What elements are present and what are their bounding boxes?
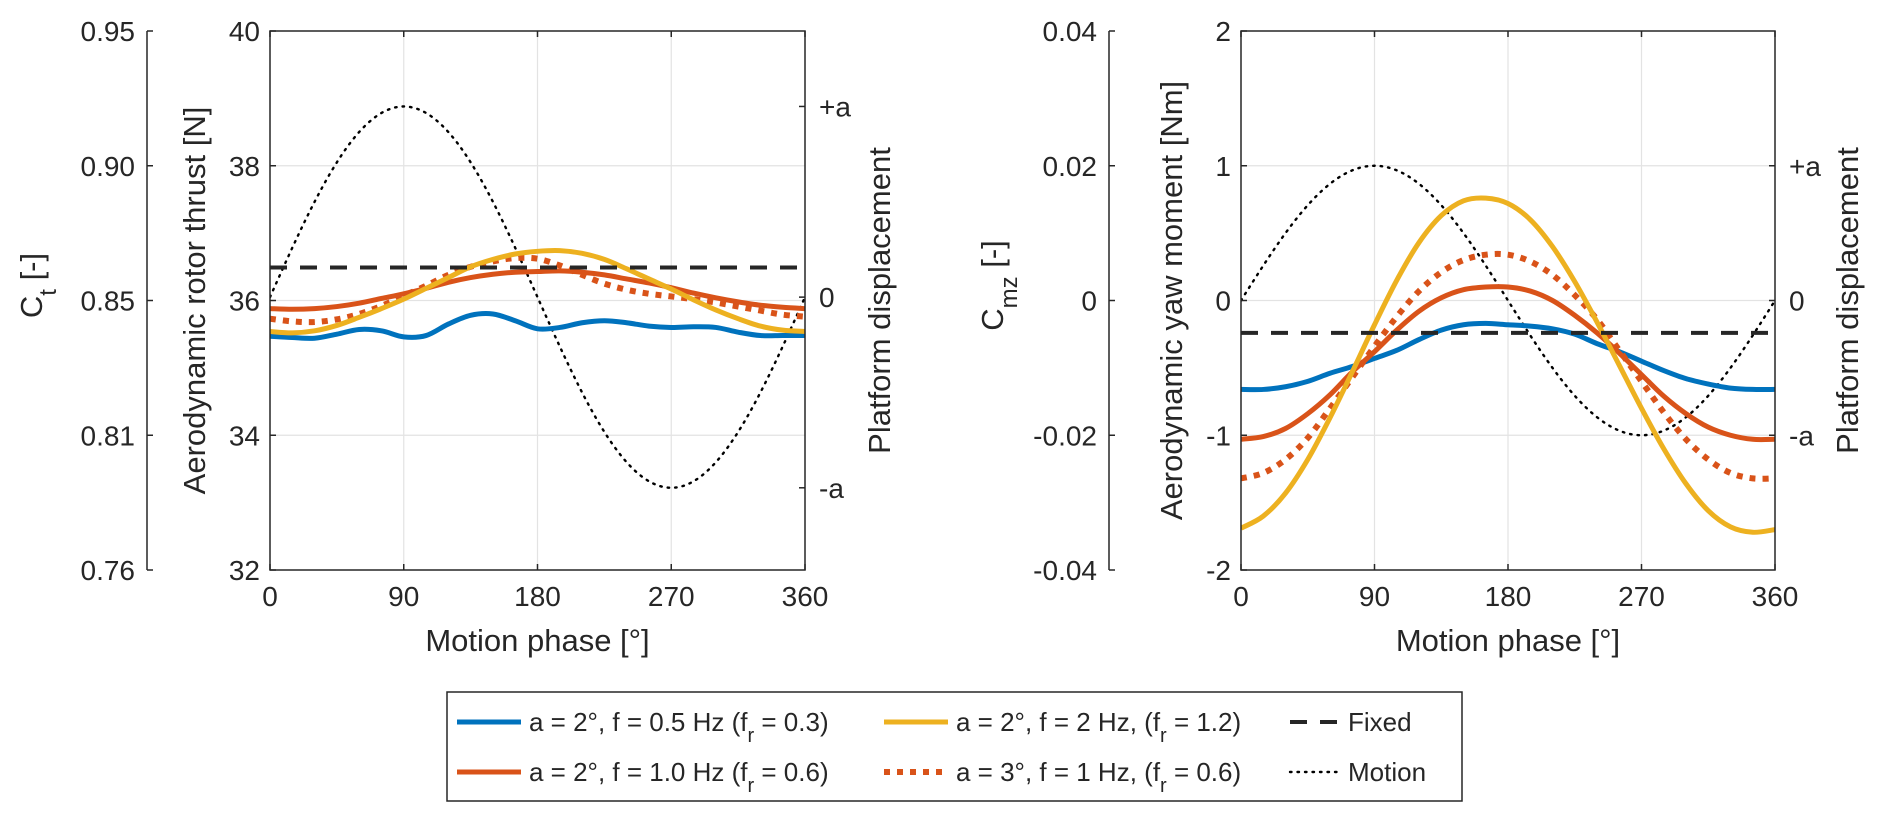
series-a-2-f-0-5-hz-f-r-0-3 xyxy=(270,311,805,341)
x-tick-label: 90 xyxy=(1359,581,1390,612)
right-y-tick-label: 0 xyxy=(1789,286,1805,317)
series-a-2-f-2-hz-f-r-1-2 xyxy=(1241,195,1775,535)
x-axis-label: Motion phase [°] xyxy=(1396,623,1620,658)
x-tick-label: 180 xyxy=(1485,581,1532,612)
x-tick-label: 360 xyxy=(782,581,829,612)
right-y-axis-label: Platform displacement xyxy=(1830,147,1865,454)
outer-y-tick-label: 0.04 xyxy=(1043,16,1098,47)
y-tick-label: 32 xyxy=(229,555,260,586)
series-a-3-f-1-hz-f-r-0-6 xyxy=(1241,250,1775,482)
legend-entry-label: a = 3°, f = 1 Hz, (fr = 0.6) xyxy=(956,757,1241,797)
x-axis-label: Motion phase [°] xyxy=(425,623,649,658)
legend-box xyxy=(446,691,1463,802)
y-tick-label: 0 xyxy=(1215,286,1231,317)
series-a-2-f-1-0-hz-f-r-0-6 xyxy=(270,268,805,312)
series-motion xyxy=(270,105,805,490)
right-y-tick-label: -a xyxy=(819,473,844,504)
right-y-tick-label: +a xyxy=(1789,151,1821,182)
y-tick-label: 38 xyxy=(229,151,260,182)
x-tick-label: 90 xyxy=(388,581,419,612)
right-y-tick-label: 0 xyxy=(819,282,835,313)
plot-area xyxy=(270,105,805,490)
series-a-2-f-0-5-hz-f-r-0-3 xyxy=(1241,320,1775,393)
y-tick-label: 36 xyxy=(229,286,260,317)
right-y-axis-label: Platform displacement xyxy=(862,147,897,454)
x-tick-label: 360 xyxy=(1752,581,1799,612)
x-tick-label: 270 xyxy=(1618,581,1665,612)
y-axis-label: Aerodynamic yaw moment [Nm] xyxy=(1154,81,1189,520)
y-tick-label: 2 xyxy=(1215,16,1231,47)
thrust-panel: 0 90 180 270 360 Motion phase [°] 32 34 36 38 40 Ae… xyxy=(14,16,897,658)
outer-y-tick-label: 0.95 xyxy=(81,16,136,47)
y-tick-label: 1 xyxy=(1215,151,1231,182)
outer-y-axis-label: Ct [-] xyxy=(14,253,62,318)
series-a-2-f-2-hz-f-r-1-2 xyxy=(270,248,805,336)
x-tick-label: 0 xyxy=(1233,581,1249,612)
legend-entry-label: a = 2°, f = 2 Hz, (fr = 1.2) xyxy=(956,707,1241,747)
right-y-tick-label: +a xyxy=(819,91,851,122)
legend-entry-label: a = 2°, f = 0.5 Hz (fr = 0.3) xyxy=(529,707,829,747)
y-tick-label: 34 xyxy=(229,420,260,451)
x-tick-label: 270 xyxy=(648,581,695,612)
outer-y-axis-label: Cmz [-] xyxy=(975,240,1023,331)
outer-y-tick-label: -0.04 xyxy=(1033,555,1097,586)
plot-area xyxy=(1241,164,1775,535)
y-tick-label: -2 xyxy=(1206,555,1231,586)
outer-y-tick-label: -0.02 xyxy=(1033,420,1097,451)
outer-y-tick-label: 0.76 xyxy=(81,555,136,586)
x-tick-label: 180 xyxy=(514,581,561,612)
series-motion xyxy=(1241,164,1775,437)
outer-y-tick-label: 0.02 xyxy=(1043,151,1098,182)
y-axis-label: Aerodynamic rotor thrust [N] xyxy=(177,107,212,495)
outer-y-tick-label: 0.85 xyxy=(81,286,136,317)
right-y-tick-label: -a xyxy=(1789,420,1814,451)
legend: a = 2°, f = 0.5 Hz (fr = 0.3) a = 2°, f =… xyxy=(446,691,1463,802)
x-tick-label: 0 xyxy=(262,581,278,612)
legend-entry-label: Motion xyxy=(1348,757,1426,787)
outer-y-tick-label: 0.81 xyxy=(81,420,136,451)
yaw-moment-panel: 0 90 180 270 360 Motion phase [°] -2 -1 0 1 2 Aerod… xyxy=(975,16,1865,658)
outer-y-tick-label: 0 xyxy=(1081,286,1097,317)
legend-entry-label: a = 2°, f = 1.0 Hz (fr = 0.6) xyxy=(529,757,829,797)
series-a-2-f-1-0-hz-f-r-0-6 xyxy=(1241,284,1775,443)
legend-entry-label: Fixed xyxy=(1348,707,1412,737)
outer-y-tick-label: 0.90 xyxy=(81,151,136,182)
y-tick-label: 40 xyxy=(229,16,260,47)
y-tick-label: -1 xyxy=(1206,420,1231,451)
